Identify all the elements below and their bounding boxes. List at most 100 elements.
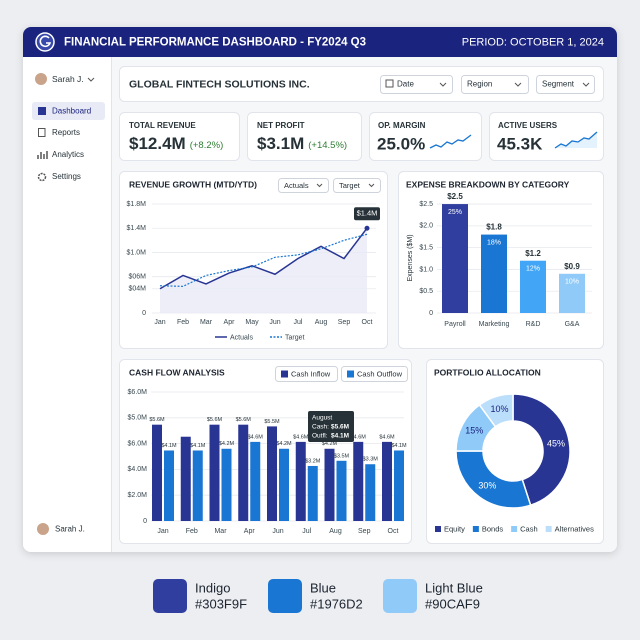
y-tick-label: $06M [128,274,146,281]
charts: REVENUE GROWTH (MTD/YTD) Actuals Target $1.… [127,178,594,535]
value-label: $4.6M [248,434,264,440]
swatch-code: #90CAF9 [425,596,480,611]
header-title: FINANCIAL PERFORMANCE DASHBOARD - FY2024… [64,37,366,49]
toggle-button[interactable] [278,178,329,193]
kpi-value: $3.1M [257,134,304,153]
tooltip-value: $4.1M [331,433,349,440]
tooltip-label: Cash: [312,424,329,431]
avatar [37,523,49,535]
portfolio-panel [426,359,604,544]
nav-item[interactable]: Dashboard [52,107,91,116]
filter-segment[interactable] [536,75,595,94]
nav-active-bg [32,102,105,120]
bar [238,424,249,521]
avatar [35,73,47,85]
bar [336,460,347,521]
value-label: $2.5 [447,192,463,201]
bar [307,465,318,521]
chevron [514,82,522,87]
x-tick-label: Sep [338,319,351,326]
nav-item[interactable]: Analytics [52,150,84,159]
kpi-value: $12.4M [129,134,186,153]
bar [394,450,404,521]
value-label: $1.8 [486,223,502,232]
header-period: PERIOD: OCTOBER 1, 2024 [462,36,604,48]
annotation-box [354,207,380,221]
nav-icon [37,151,48,159]
value-label: $3.5M [334,453,350,459]
bar [481,234,507,313]
x-tick-label: Jul [294,319,303,326]
x-tick-label: Jun [269,319,280,326]
bar [324,448,335,521]
swatch [383,579,417,613]
bar [152,424,162,521]
bar [267,426,277,521]
legend-label: Target [285,334,305,341]
slice [455,450,532,509]
bar [442,204,468,313]
sparkline [554,131,598,149]
kpi-figure: $3.1M (+14.5%) [257,134,347,153]
chart-title: REVENUE GROWTH (MTD/YTD) [129,179,257,189]
legend-label: Cash Outflow [357,369,403,378]
bar [221,448,232,521]
value-label: $0.9 [564,262,580,271]
kpi-card [489,112,604,161]
filter-date[interactable] [380,75,453,94]
legend-swatch [281,370,288,378]
tooltip-value: $5.6M [331,424,349,431]
value-label: $4.2M [322,441,338,447]
bar [279,448,289,521]
x-tick-label: Sep [358,528,371,535]
x-tick-label: Apr [224,319,236,326]
kpi-label: NET PROFIT [257,121,305,130]
value-label: $5.6M [236,417,252,423]
tooltip-title: August [312,415,332,422]
swatch-name: Blue [310,580,336,595]
x-tick-label: G&A [565,321,580,328]
slice [478,393,514,428]
chevron [316,183,323,188]
user-name[interactable]: Sarah J. [52,74,84,84]
legend-swatch [472,526,479,532]
legend-label: Equity [444,524,465,533]
value-label: $4.6M [379,434,395,440]
y-tick-label: $2.0 [419,223,433,230]
legend-label: Actuals [230,334,253,341]
swatch-code: #303F9F [195,596,247,611]
series-line [159,227,368,290]
bar [382,441,392,521]
slice-label: 30% [478,481,496,491]
toggle-label: Actuals [284,181,309,190]
slice [512,393,571,507]
nav-icon [37,172,47,182]
company-name: GLOBAL FINTECH SOLUTIONS INC. [129,78,310,90]
value-label: $4.6M [351,434,367,440]
footer-user: Sarah J. [55,525,85,534]
legend-swatch [435,526,441,532]
y-tick-label: $1.5 [419,244,433,251]
bar [353,441,364,521]
kpi-label: OP. MARGIN [378,121,426,130]
legend-button[interactable] [275,366,338,382]
filter-region[interactable] [461,75,529,94]
chart-title: PORTFOLIO ALLOCATION [434,367,541,377]
y-tick-label: $1.0 [419,266,433,273]
kpi-label: TOTAL REVENUE [129,121,196,130]
nav-item[interactable]: Reports [52,128,80,137]
value-label: $4.1M [190,443,206,449]
bar [209,424,220,521]
logo-mark [39,35,52,48]
header-bar [23,27,617,57]
share-label: 18% [487,239,501,246]
value-label: $3.3M [363,457,379,463]
y-tick-label: $2.5 [419,201,433,208]
x-tick-label: Payroll [444,321,466,328]
legend-button[interactable] [341,366,408,382]
toggle-button[interactable] [333,178,381,193]
share-label: 25% [448,209,462,216]
nav-item[interactable]: Settings [52,172,81,181]
y-tick-label: 0 [143,518,147,525]
y-tick-label: $6.0M [128,440,148,447]
